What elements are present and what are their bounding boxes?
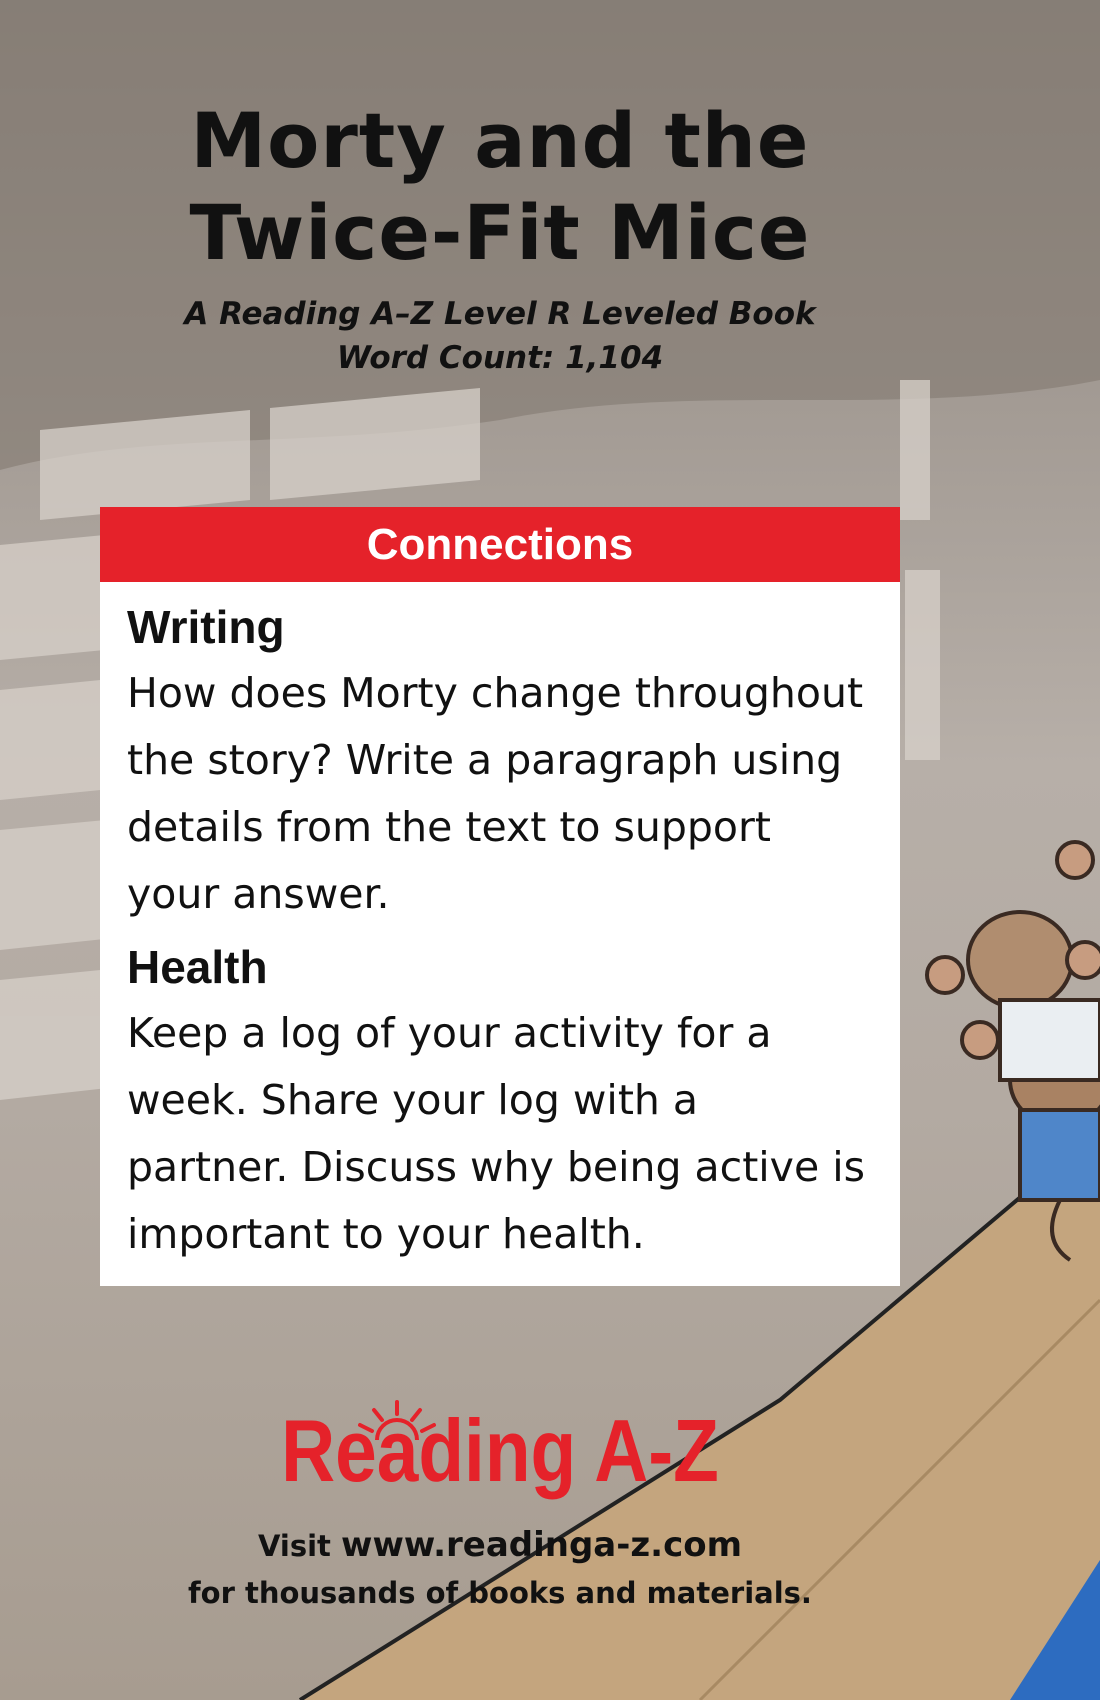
health-heading: Health: [127, 941, 268, 993]
visit-line: Visit www.readinga-z.com: [0, 1522, 1000, 1570]
visit-label: Visit: [257, 1529, 331, 1563]
writing-prompt: How does Morty change throughout the sto…: [127, 669, 864, 918]
mice-illustration: [925, 840, 1100, 1262]
footer: Visit www.readinga-z.com for thousands o…: [0, 1522, 1000, 1617]
reading-az-logo: Reading A-Z: [281, 1401, 719, 1500]
title-line-2: Twice-Fit Mice: [189, 188, 811, 277]
connections-card: Connections Writing How does Morty chang…: [100, 507, 900, 1286]
book-title: Morty and the Twice-Fit Mice: [0, 95, 1000, 279]
book-subtitle: A Reading A–Z Level R Leveled Book Word …: [0, 292, 1000, 380]
title-line-1: Morty and the: [190, 96, 810, 185]
website-link[interactable]: www.readinga-z.com: [341, 1525, 743, 1565]
connections-body: Writing How does Morty change throughout…: [100, 582, 900, 1268]
health-prompt: Keep a log of your activity for a week. …: [127, 1009, 865, 1258]
wooden-floor: [300, 1130, 1100, 1700]
sun-icon: [358, 1400, 436, 1441]
connections-header: Connections: [100, 507, 900, 582]
footer-tagline: for thousands of books and materials.: [188, 1576, 812, 1610]
writing-heading: Writing: [127, 601, 285, 653]
blue-mat: [1010, 1560, 1100, 1700]
word-count: Word Count: 1,104: [336, 340, 664, 376]
level-label: A Reading A–Z Level R Leveled Book: [184, 296, 816, 332]
